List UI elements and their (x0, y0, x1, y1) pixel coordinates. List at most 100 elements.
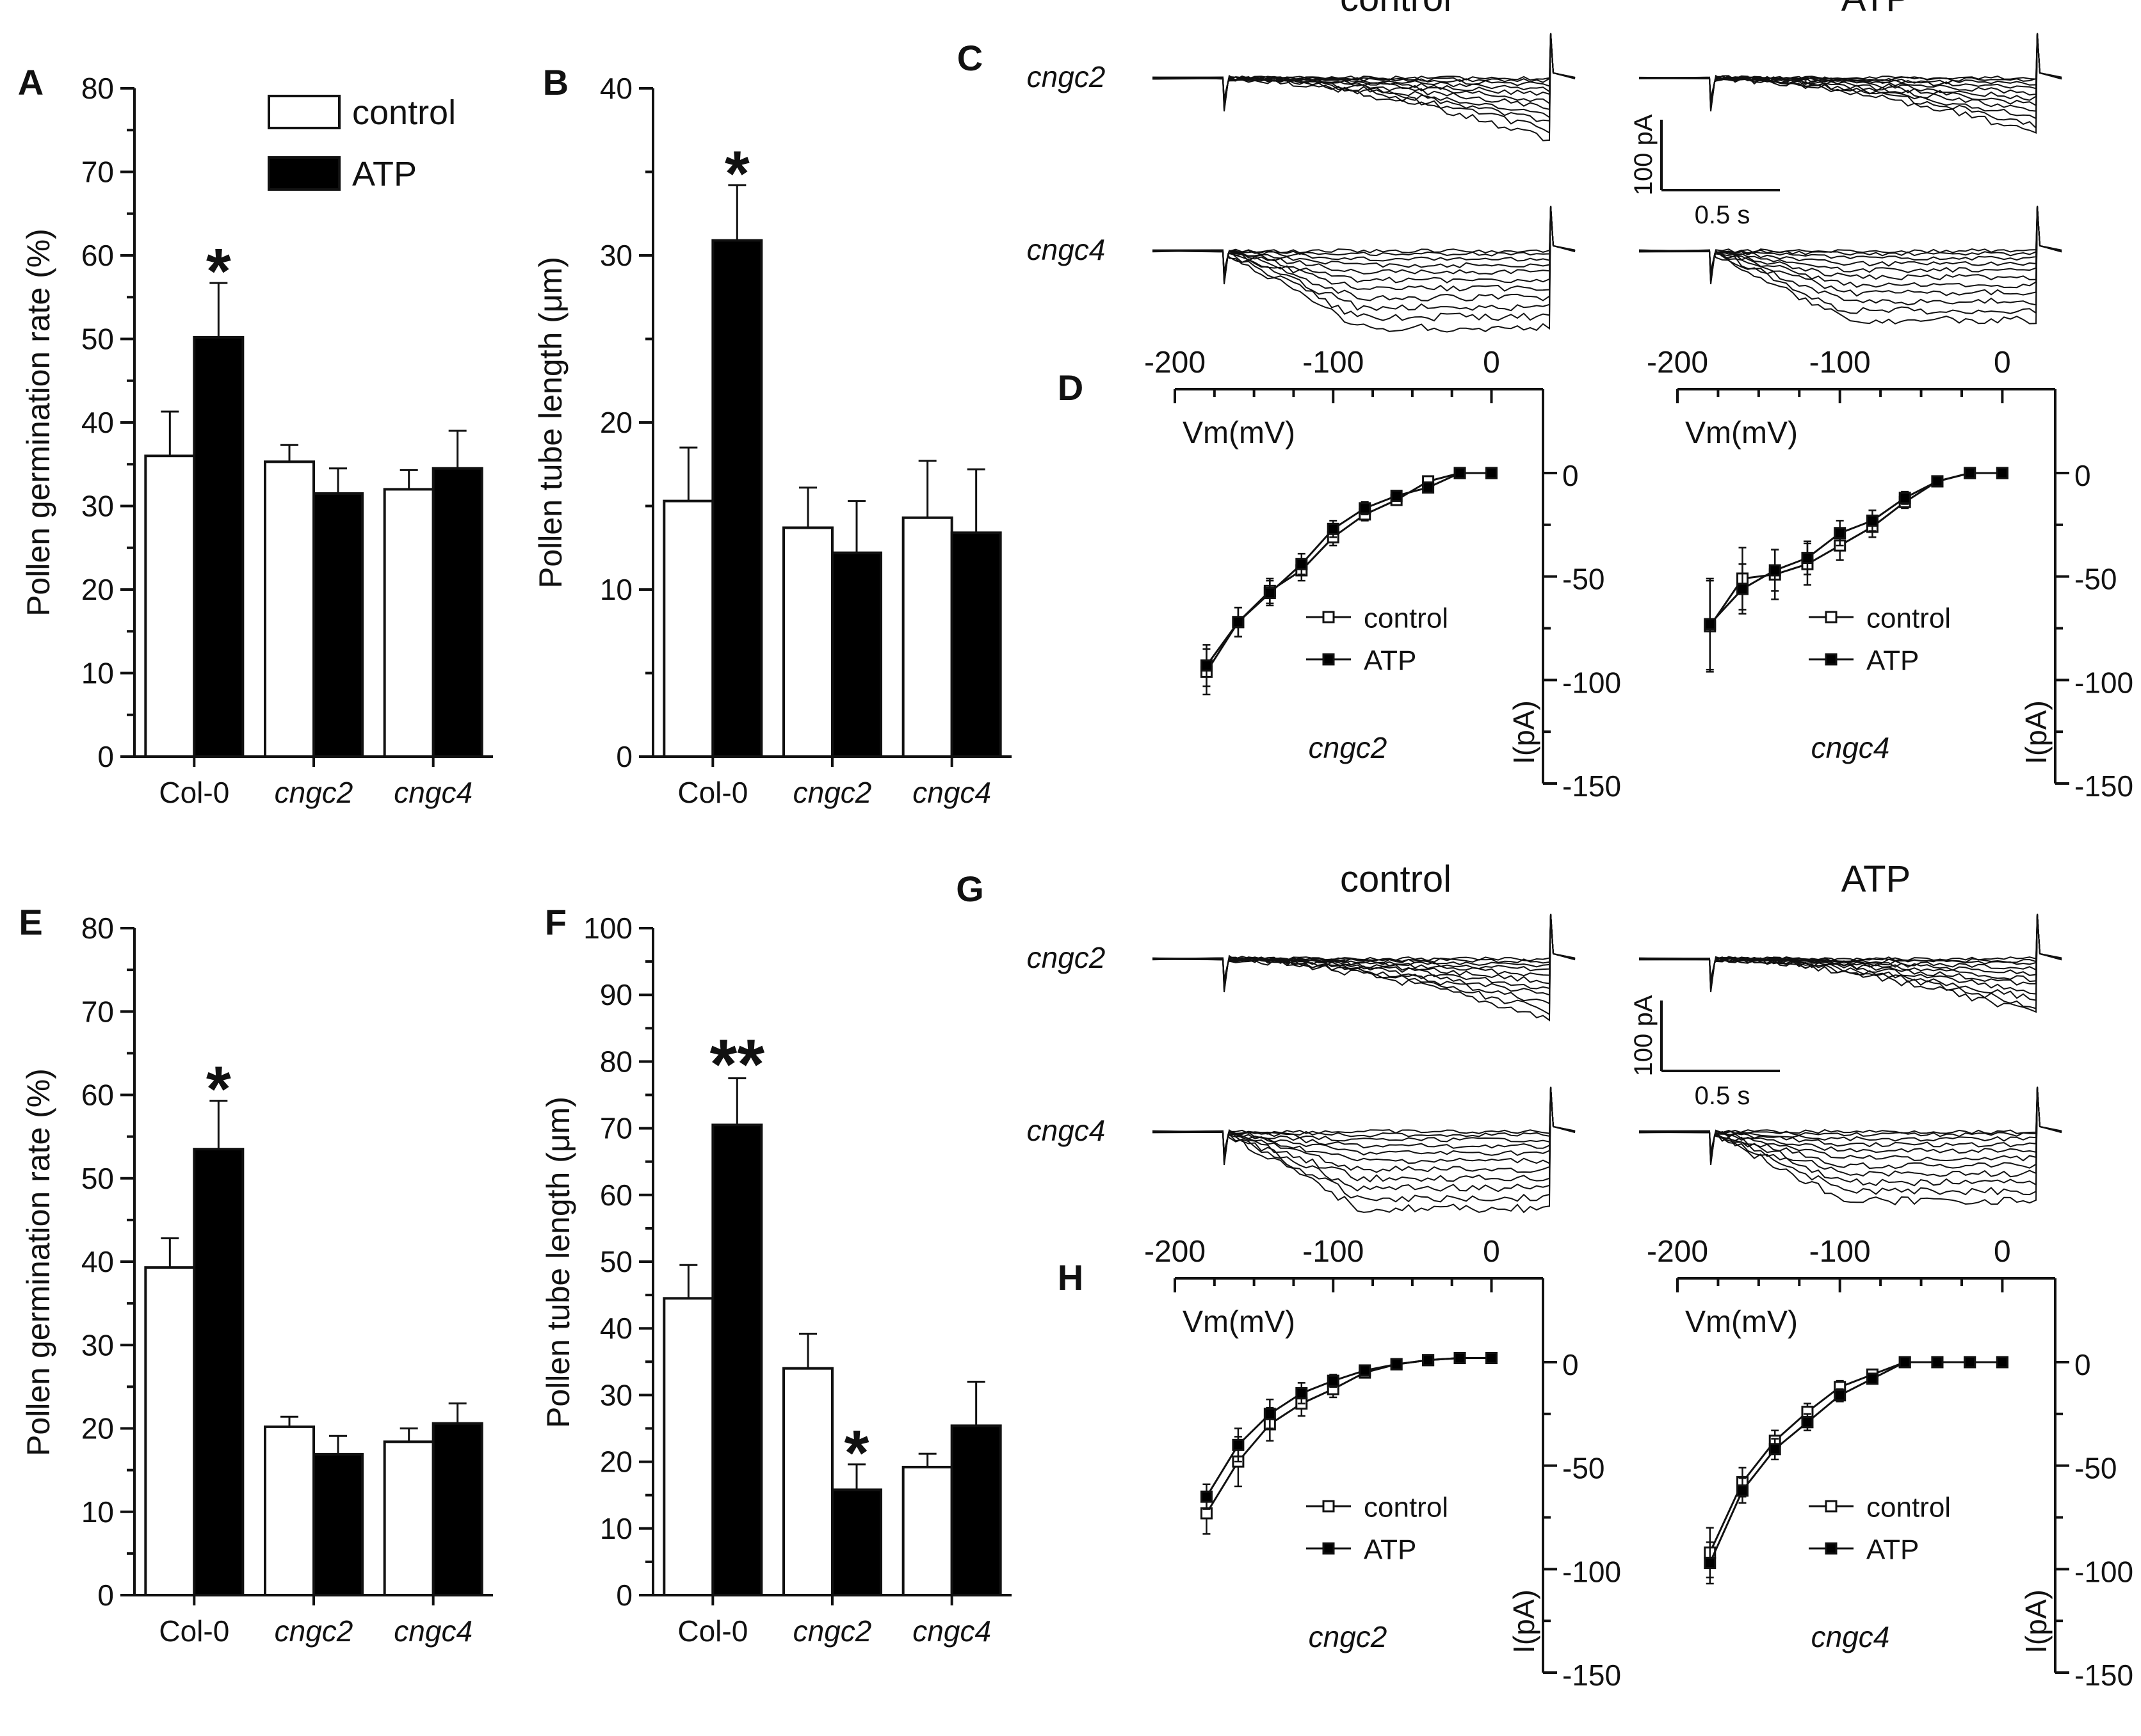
legend-label-control: control (1866, 1492, 1951, 1523)
bar-E-ATP-1 (312, 1452, 364, 1596)
x-axis-label-D: Vm(mV) (1183, 416, 1295, 450)
y-tick-label-B: 0 (616, 740, 633, 773)
iv-marker-D-ATP (1704, 618, 1717, 631)
iv-marker-H-ATP (1996, 1356, 2008, 1369)
x-tick-label-F: Col-0 (677, 1614, 748, 1648)
x-tick-label-E: cngc2 (275, 1614, 353, 1648)
iv-marker-D-ATP (1736, 583, 1749, 595)
x-tick-label-F: cngc2 (793, 1614, 872, 1648)
y-axis-label-H: I(pA) (2019, 1589, 2053, 1653)
y-tick-label-D: 0 (1562, 459, 1579, 492)
y-tick-label-B: 20 (600, 406, 633, 439)
iv-marker-D-ATP (1263, 587, 1276, 600)
x-axis-label-D: Vm(mV) (1685, 416, 1798, 450)
x-tick-label-H: -200 (1647, 1235, 1708, 1269)
significance-mark-E: * (206, 1054, 231, 1125)
bar-E-control-1 (264, 1425, 315, 1597)
iv-marker-D-ATP (1390, 490, 1403, 502)
bar-A-ATP-2 (432, 467, 483, 759)
y-tick-label-E: 70 (81, 995, 114, 1028)
bar-F-control-2 (901, 1465, 953, 1597)
y-tick-label-H: -100 (2074, 1555, 2133, 1588)
y-tick-label-H: -150 (1562, 1659, 1621, 1692)
legend-marker-ATP (1322, 653, 1335, 666)
legend-label-ATP: ATP (1364, 1534, 1416, 1566)
x-axis-label-H: Vm(mV) (1183, 1305, 1295, 1339)
current-trace-G (1638, 1086, 2062, 1155)
y-tick-label-E: 10 (81, 1495, 114, 1529)
current-trace-C (1152, 33, 1576, 141)
panel-letter-B: B (543, 62, 569, 102)
significance-mark-A: * (206, 236, 231, 307)
scale-bar-current-label-C: 100 pA (1629, 114, 1658, 195)
iv-marker-D-ATP (1898, 492, 1911, 504)
iv-marker-H-ATP (1232, 1438, 1245, 1451)
legend-label-control: control (1364, 1492, 1448, 1523)
bar-B-control-1 (782, 526, 834, 758)
legend-marker-control (1825, 1500, 1838, 1513)
x-tick-label-D: -100 (1302, 346, 1364, 380)
x-tick-label-F: cngc4 (912, 1614, 991, 1648)
iv-marker-D-ATP (1834, 527, 1846, 540)
bar-F-control-1 (782, 1367, 834, 1596)
current-trace-G (1152, 1086, 1576, 1153)
x-tick-label-B: Col-0 (677, 776, 748, 809)
y-tick-label-A: 30 (81, 490, 114, 523)
y-tick-label-D: -150 (2074, 769, 2133, 803)
current-trace-G (1152, 1086, 1576, 1193)
bar-A-control-2 (383, 488, 435, 759)
legend-label-ATP: ATP (1364, 645, 1416, 677)
panel-letter-A: A (18, 62, 44, 102)
scale-bar-time-label-C: 0.5 s (1695, 201, 1750, 229)
iv-marker-D-ATP (1485, 467, 1498, 479)
iv-marker-D-ATP (1422, 481, 1435, 494)
iv-marker-H-ATP (1263, 1408, 1276, 1420)
legend-label-control: control (1866, 603, 1951, 634)
x-axis-label-H: Vm(mV) (1685, 1305, 1798, 1339)
y-tick-label-E: 50 (81, 1162, 114, 1195)
y-tick-label-E: 40 (81, 1245, 114, 1278)
legend-marker-ATP (1322, 1542, 1335, 1555)
iv-marker-D-ATP (1964, 467, 1976, 479)
iv-marker-D-ATP (1200, 659, 1213, 672)
iv-marker-H-ATP (1704, 1557, 1717, 1570)
y-axis-label-H: I(pA) (1507, 1589, 1540, 1653)
bar-A-ATP-0 (193, 335, 245, 758)
y-tick-label-H: -150 (2074, 1659, 2133, 1692)
x-tick-label-A: cngc4 (394, 776, 473, 809)
bar-A-control-1 (264, 460, 315, 759)
x-tick-label-H: -100 (1302, 1235, 1364, 1269)
y-tick-label-E: 30 (81, 1328, 114, 1362)
column-label-atp: ATP (1841, 0, 1911, 19)
legend-label-ATP: ATP (1866, 645, 1919, 677)
y-tick-label-H: -50 (2074, 1452, 2117, 1485)
y-tick-label-F: 0 (616, 1579, 633, 1612)
bar-B-control-2 (901, 516, 953, 759)
y-tick-label-E: 20 (81, 1412, 114, 1445)
panel-letter-E: E (19, 902, 42, 942)
iv-marker-H-ATP (1801, 1416, 1814, 1429)
iv-marker-H-ATP (1295, 1387, 1308, 1399)
current-trace-G (1638, 1086, 2062, 1158)
iv-marker-H-ATP (1453, 1352, 1466, 1365)
y-tick-label-D: -150 (1562, 769, 1621, 803)
iv-marker-H-ATP (1931, 1356, 1944, 1369)
iv-marker-H-ATP (1200, 1490, 1213, 1503)
legend-label-ATP: ATP (352, 155, 417, 193)
current-trace-C (1152, 205, 1576, 276)
bar-A-control-0 (144, 454, 196, 758)
current-trace-C (1638, 205, 2062, 272)
current-trace-C (1152, 205, 1576, 312)
current-trace-G (1152, 1086, 1576, 1173)
y-tick-label-F: 20 (600, 1445, 633, 1479)
iv-marker-D-ATP (1295, 558, 1308, 570)
legend-marker-control (1825, 611, 1838, 623)
iv-marker-D-ATP (1359, 502, 1371, 515)
x-tick-label-D: 0 (1483, 346, 1500, 380)
current-trace-C (1638, 205, 2062, 297)
bar-E-control-2 (383, 1440, 435, 1597)
current-trace-G (1638, 1086, 2062, 1206)
current-trace-C (1638, 33, 2062, 112)
y-tick-label-F: 40 (600, 1312, 633, 1345)
current-trace-G (1638, 1086, 2062, 1178)
